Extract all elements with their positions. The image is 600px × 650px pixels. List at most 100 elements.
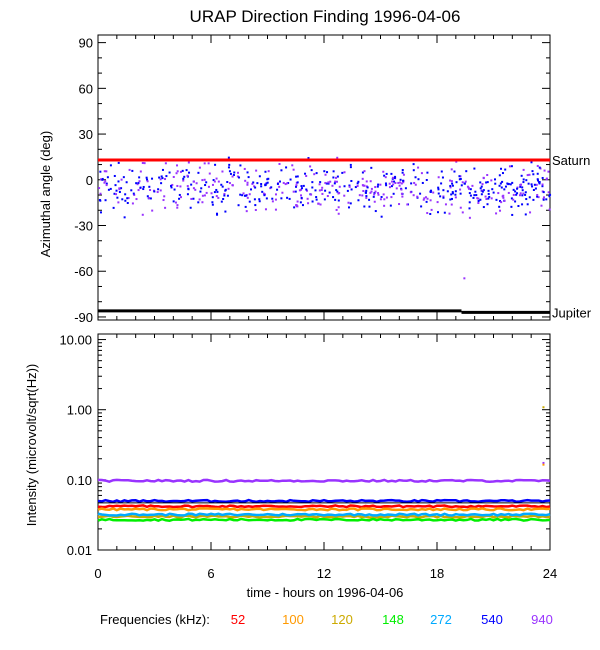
azimuth-point bbox=[437, 176, 440, 179]
azimuth-point bbox=[383, 174, 386, 177]
azimuth-point bbox=[449, 186, 452, 189]
azimuth-point bbox=[292, 190, 295, 193]
azimuth-point bbox=[465, 170, 468, 173]
azimuth-point bbox=[142, 185, 145, 188]
azimuth-ytick-label: -90 bbox=[74, 310, 93, 325]
azimuth-point bbox=[311, 181, 314, 184]
azimuth-point bbox=[393, 180, 396, 183]
azimuth-point bbox=[414, 176, 417, 179]
azimuth-point bbox=[326, 195, 329, 198]
x-tick-label: 6 bbox=[207, 566, 214, 581]
azimuth-point bbox=[131, 169, 134, 172]
legend-item-272: 272 bbox=[430, 612, 452, 627]
azimuth-point bbox=[400, 188, 403, 191]
azimuth-point bbox=[146, 195, 149, 198]
intensity-ylabel: Intensity (microvolt/sqrt(Hz)) bbox=[24, 364, 39, 527]
azimuth-ytick-label: -30 bbox=[74, 219, 93, 234]
azimuth-point bbox=[448, 212, 451, 215]
azimuth-point bbox=[295, 205, 298, 208]
azimuth-point bbox=[115, 193, 118, 196]
azimuth-point bbox=[123, 216, 126, 219]
intensity-outlier bbox=[542, 463, 545, 466]
azimuth-point bbox=[499, 209, 502, 212]
azimuth-point bbox=[109, 164, 112, 167]
azimuth-point bbox=[168, 171, 171, 174]
azimuth-point bbox=[522, 178, 525, 181]
azimuth-point bbox=[321, 192, 324, 195]
azimuth-point bbox=[363, 205, 366, 208]
azimuth-point bbox=[494, 182, 497, 185]
azimuth-point bbox=[213, 180, 216, 183]
azimuth-point bbox=[486, 181, 489, 184]
azimuth-point bbox=[529, 211, 532, 214]
azimuth-point bbox=[266, 181, 269, 184]
azimuth-point bbox=[274, 193, 277, 196]
azimuth-point bbox=[103, 181, 106, 184]
azimuth-point bbox=[228, 163, 231, 166]
azimuth-point bbox=[200, 187, 203, 190]
azimuth-point bbox=[479, 187, 482, 190]
azimuth-point bbox=[99, 178, 102, 181]
azimuth-point bbox=[430, 208, 433, 211]
azimuth-point bbox=[109, 187, 112, 190]
azimuth-point bbox=[361, 177, 364, 180]
azimuth-point bbox=[304, 172, 307, 175]
azimuth-point bbox=[180, 196, 183, 199]
azimuth-point bbox=[441, 176, 444, 179]
azimuth-point bbox=[286, 182, 289, 185]
azimuth-point bbox=[262, 192, 265, 195]
azimuth-point bbox=[395, 187, 398, 190]
azimuth-point bbox=[215, 188, 218, 191]
azimuth-point bbox=[211, 196, 214, 199]
azimuth-point bbox=[176, 204, 179, 207]
azimuth-point bbox=[459, 192, 462, 195]
azimuth-point bbox=[156, 191, 159, 194]
azimuth-point bbox=[233, 171, 236, 174]
azimuth-point bbox=[335, 208, 338, 211]
azimuth-point bbox=[388, 182, 391, 185]
azimuth-point bbox=[368, 198, 371, 201]
azimuth-point bbox=[348, 184, 351, 187]
azimuth-point bbox=[205, 181, 208, 184]
azimuth-point bbox=[547, 170, 550, 173]
azimuth-point bbox=[450, 180, 453, 183]
azimuth-point bbox=[295, 184, 298, 187]
azimuth-point bbox=[213, 191, 216, 194]
azimuth-point bbox=[347, 206, 350, 209]
azimuth-point bbox=[244, 205, 247, 208]
azimuth-point bbox=[455, 160, 458, 163]
azimuth-point bbox=[215, 195, 218, 198]
azimuth-point bbox=[263, 194, 266, 197]
azimuth-point bbox=[495, 212, 498, 215]
azimuth-point bbox=[172, 175, 175, 178]
azimuth-point bbox=[159, 178, 162, 181]
azimuth-point bbox=[221, 185, 224, 188]
azimuth-point bbox=[537, 179, 540, 182]
azimuth-point bbox=[149, 189, 152, 192]
azimuth-point bbox=[281, 191, 284, 194]
azimuth-point bbox=[120, 178, 123, 181]
azimuth-point bbox=[107, 188, 110, 191]
azimuth-point bbox=[317, 202, 320, 205]
azimuth-point bbox=[207, 162, 210, 165]
azimuth-point bbox=[105, 170, 108, 173]
azimuth-point bbox=[436, 211, 439, 214]
azimuth-point bbox=[173, 188, 176, 191]
azimuth-point bbox=[429, 190, 432, 193]
azimuth-point bbox=[392, 192, 395, 195]
azimuth-point bbox=[163, 195, 166, 198]
azimuth-point bbox=[474, 190, 477, 193]
azimuth-point bbox=[485, 198, 488, 201]
azimuth-point bbox=[521, 203, 524, 206]
azimuth-point bbox=[399, 181, 402, 184]
azimuth-point bbox=[161, 168, 164, 171]
azimuth-point bbox=[548, 195, 551, 198]
azimuth-point bbox=[406, 203, 409, 206]
azimuth-point bbox=[504, 168, 507, 171]
intensity-series-272 bbox=[97, 512, 551, 517]
azimuth-point bbox=[467, 187, 470, 190]
azimuth-point bbox=[289, 178, 292, 181]
azimuth-point bbox=[182, 177, 185, 180]
azimuth-point bbox=[99, 192, 102, 195]
x-axis: 0 6 12 18 24 bbox=[94, 566, 557, 581]
